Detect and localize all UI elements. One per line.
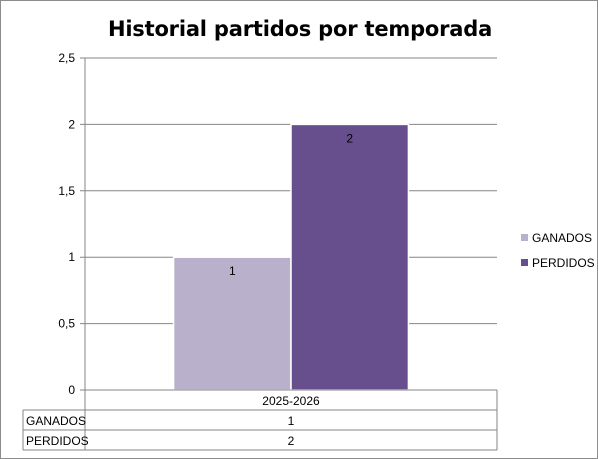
table-cell: 2 (288, 434, 295, 448)
y-tick-label: 0 (68, 383, 75, 397)
data-label: 2 (346, 131, 353, 145)
legend-label: GANADOS (532, 231, 592, 245)
chart-title: Historial partidos por temporada (107, 17, 493, 41)
legend-swatch (521, 259, 528, 266)
table-series-name: GANADOS (26, 414, 86, 428)
legend-label: PERDIDOS (532, 256, 595, 270)
table-series-name: PERDIDOS (26, 434, 89, 448)
y-tick-label: 0,5 (58, 317, 75, 331)
bar-perdidos (290, 123, 410, 391)
legend-swatch (521, 234, 528, 241)
y-tick-label: 2,5 (58, 51, 75, 65)
table-cell: 1 (288, 414, 295, 428)
y-tick-label: 2 (68, 117, 75, 131)
y-tick-label: 1 (68, 250, 75, 264)
data-label: 1 (229, 264, 236, 278)
y-tick-label: 1,5 (58, 184, 75, 198)
x-tick-label: 2025-2026 (262, 394, 320, 408)
